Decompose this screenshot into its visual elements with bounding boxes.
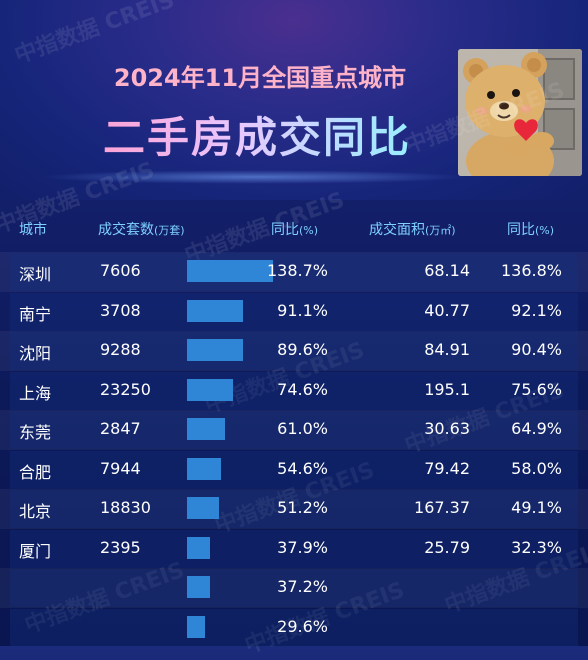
city-cell: 合肥 [19, 462, 52, 482]
yoy-bar [187, 339, 243, 361]
table-row: 29.6% [0, 608, 588, 648]
city-cell: 上海 [19, 383, 52, 403]
area-cell: 40.77 [424, 300, 470, 320]
table-row: 合肥 7944 54.6% 79.42 58.0% [0, 450, 588, 490]
table-row: 37.2% [0, 568, 588, 608]
area-yoy-cell: 92.1% [511, 300, 562, 320]
area-yoy-cell: 136.8% [500, 261, 562, 280]
col-header-area-unit: (万㎡) [425, 224, 456, 237]
row-band [10, 332, 578, 370]
col-header-city-label: 城市 [19, 222, 47, 238]
area-cell: 30.63 [424, 419, 470, 438]
city-cell: 深圳 [19, 265, 52, 284]
col-header-units-unit: (万套) [154, 224, 185, 237]
table-row: 东莞 2847 61.0% 30.63 64.9% [0, 410, 588, 450]
row-band [10, 529, 578, 568]
city-cell: 沈阳 [19, 344, 52, 363]
col-header-area-label: 成交面积 [369, 222, 425, 238]
units-cell: 18830 [100, 498, 151, 517]
col-header-area: 成交面积(万㎡) [369, 219, 456, 239]
yoy-bar [187, 576, 211, 598]
yoy-bar [187, 260, 273, 282]
row-band [10, 608, 578, 647]
table-row: 北京 18830 51.2% 167.37 49.1% [0, 489, 588, 529]
row-band [10, 490, 578, 528]
yoy-bar [187, 536, 211, 559]
col-header-area-yoy-unit: (%) [535, 224, 555, 237]
units-yoy-cell: 89.6% [277, 340, 328, 359]
units-yoy-cell: 37.9% [277, 537, 328, 557]
area-yoy-cell: 58.0% [511, 458, 562, 478]
units-yoy-cell: 51.2% [277, 498, 328, 517]
col-header-units: 成交套数(万套) [98, 219, 185, 239]
yoy-bar [187, 418, 225, 440]
units-cell: 23250 [100, 379, 151, 399]
yoy-bar [187, 615, 206, 638]
area-yoy-cell: 75.6% [511, 379, 562, 399]
area-cell: 195.1 [424, 379, 470, 399]
city-cell: 北京 [19, 502, 52, 521]
col-header-units-label: 成交套数 [98, 222, 154, 238]
units-cell: 7606 [100, 261, 141, 280]
units-yoy-cell: 54.6% [277, 458, 328, 478]
row-band [10, 292, 578, 331]
page-title-line1: 2024年11月全国重点城市 [113, 64, 407, 92]
col-header-city: 城市 [19, 219, 47, 239]
units-cell: 2847 [100, 419, 141, 438]
table-row: 南宁 3708 91.1% 40.77 92.1% [0, 292, 588, 332]
units-cell: 2395 [100, 537, 141, 557]
units-yoy-cell: 61.0% [277, 419, 328, 438]
col-header-area-yoy: 同比(%) [507, 219, 554, 239]
area-cell: 68.14 [424, 261, 470, 280]
area-yoy-cell: 90.4% [511, 340, 562, 359]
area-cell: 84.91 [424, 340, 470, 359]
row-band [10, 450, 578, 489]
area-yoy-cell: 64.9% [511, 419, 562, 438]
units-cell: 7944 [100, 458, 141, 478]
area-yoy-cell: 32.3% [511, 537, 562, 557]
col-header-units-yoy: 同比(%) [271, 219, 318, 239]
col-header-area-yoy-label: 同比 [507, 222, 535, 238]
table-row: 深圳 7606 138.7% 68.14 136.8% [0, 252, 588, 292]
yoy-bar [187, 299, 244, 322]
yoy-bar [187, 497, 219, 519]
row-band [10, 253, 578, 291]
table-row: 厦门 2395 37.9% 25.79 32.3% [0, 529, 588, 569]
units-yoy-cell: 91.1% [277, 300, 328, 320]
page-title-line2: 二手房成交同比 [82, 104, 432, 165]
row-band [10, 371, 578, 410]
row-band [10, 569, 578, 607]
col-header-units-yoy-unit: (%) [299, 224, 319, 237]
teddy-bear-heart-icon [458, 49, 582, 176]
area-cell: 79.42 [424, 458, 470, 478]
col-header-units-yoy-label: 同比 [271, 222, 299, 238]
table-row: 上海 23250 74.6% 195.1 75.6% [0, 371, 588, 411]
yoy-bar [187, 457, 221, 480]
units-yoy-cell: 29.6% [277, 616, 328, 636]
city-cell: 南宁 [19, 304, 52, 324]
city-cell: 东莞 [19, 423, 52, 442]
city-cell: 厦门 [19, 541, 52, 561]
units-cell: 9288 [100, 340, 141, 359]
area-cell: 167.37 [414, 498, 470, 517]
units-cell: 3708 [100, 300, 141, 320]
row-band [10, 411, 578, 449]
units-yoy-cell: 138.7% [266, 261, 328, 280]
table-row: 沈阳 9288 89.6% 84.91 90.4% [0, 331, 588, 371]
teddy-bear-photo [458, 49, 582, 176]
yoy-bar [187, 378, 234, 401]
units-yoy-cell: 37.2% [277, 577, 328, 596]
units-yoy-cell: 74.6% [277, 379, 328, 399]
area-cell: 25.79 [424, 537, 470, 557]
area-yoy-cell: 49.1% [511, 498, 562, 517]
